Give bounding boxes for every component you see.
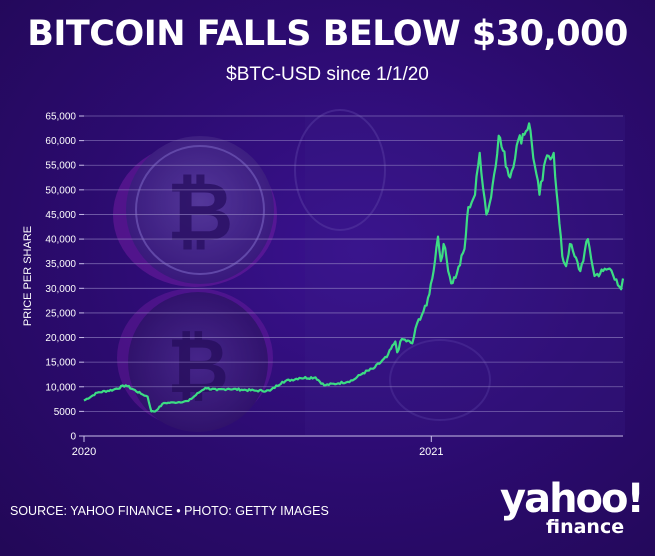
bitcoin-coin-icon	[126, 136, 274, 284]
background-photo: ₿ ₿	[113, 109, 625, 435]
y-tick-label: 65,000	[45, 112, 76, 123]
y-tick-label: 40,000	[45, 235, 76, 246]
x-tick-label: 2021	[419, 446, 443, 458]
y-tick-label: 60,000	[45, 136, 76, 147]
y-tick-label: 5000	[54, 407, 77, 418]
subheadline: $BTC-USD since 1/1/20	[226, 64, 429, 85]
headline: BITCOIN FALLS BELOW $30,000	[27, 14, 628, 54]
logo-subtext: finance	[546, 516, 625, 538]
logo-wordmark: yahoo!	[500, 476, 645, 522]
svg-text:₿: ₿	[167, 165, 234, 260]
source-credit: SOURCE: YAHOO FINANCE • PHOTO: GETTY IMA…	[10, 504, 329, 518]
y-tick-label: 25,000	[45, 308, 76, 319]
y-tick-label: 30,000	[45, 284, 76, 295]
y-tick-label: 55,000	[45, 161, 76, 172]
svg-text:₿: ₿	[167, 321, 229, 410]
y-tick-label: 50,000	[45, 185, 76, 196]
x-axis-ticks: 2020 2021	[72, 436, 444, 458]
y-tick-label: 15,000	[45, 358, 76, 369]
btc-price-line	[83, 122, 625, 413]
y-tick-label: 45,000	[45, 210, 76, 221]
yahoo-finance-logo: yahoo! finance	[500, 476, 650, 542]
y-tick-label: 20,000	[45, 333, 76, 344]
y-tick-label: 0	[70, 432, 76, 443]
y-tick-label: 10,000	[45, 382, 76, 393]
y-axis-ticks: 0 5000 10,000 15,000 20,000 25,000 30,000 35,00…	[45, 112, 84, 443]
y-axis-label: PRICE PER SHARE	[22, 226, 34, 326]
y-tick-label: 35,000	[45, 259, 76, 270]
x-tick-label: 2020	[72, 446, 96, 458]
gridlines	[84, 115, 623, 412]
